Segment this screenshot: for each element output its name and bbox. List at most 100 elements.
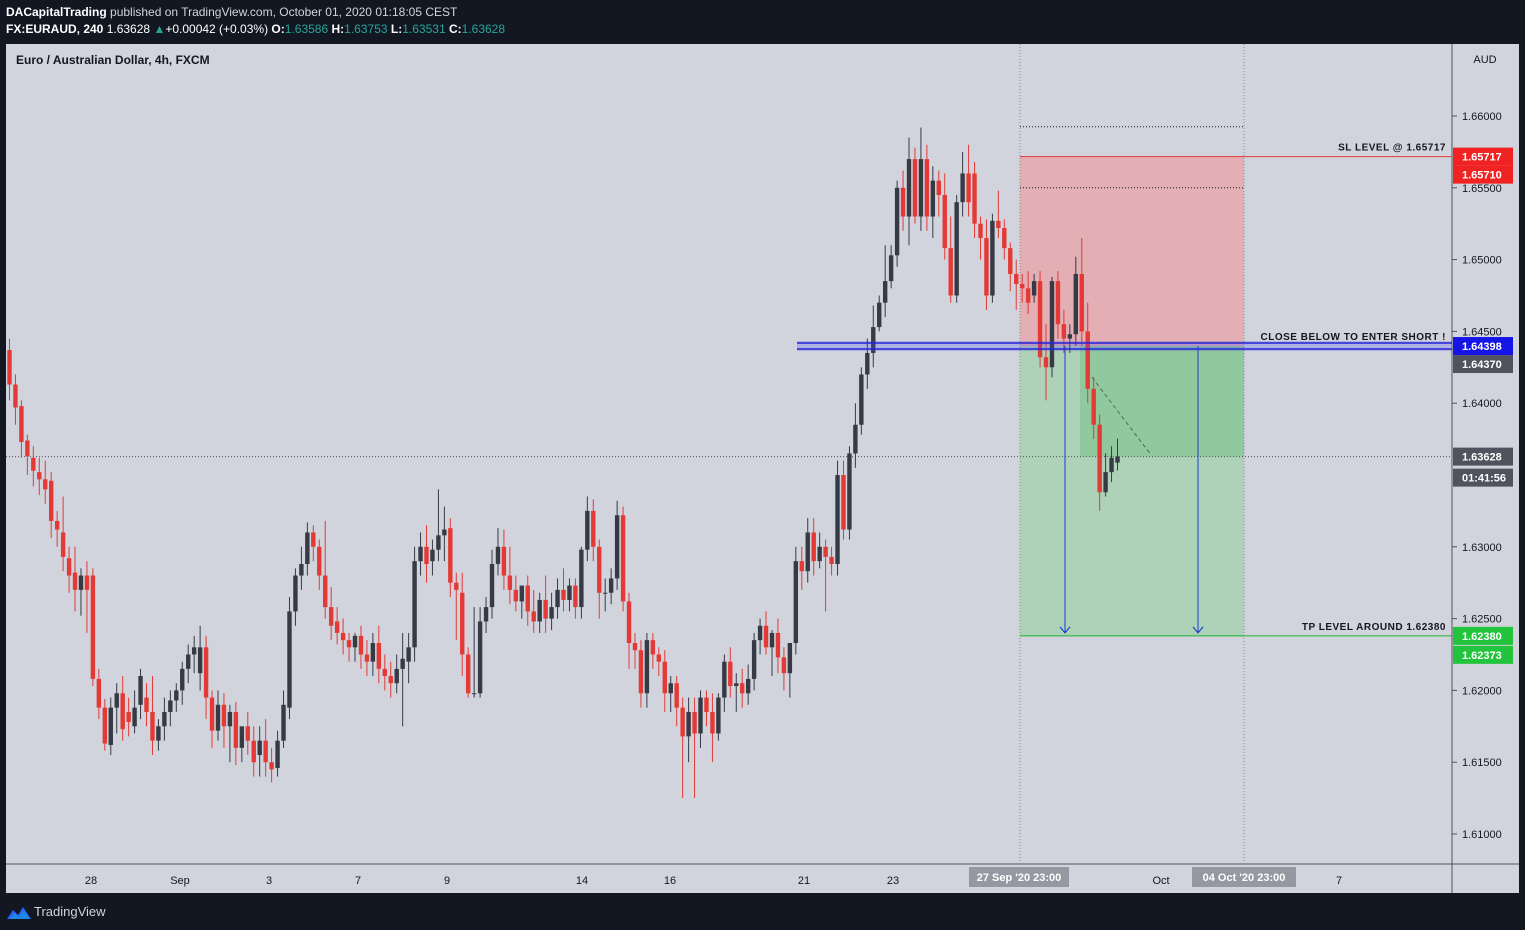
candle — [894, 180, 900, 267]
take-profit-zone[interactable] — [1020, 346, 1244, 636]
price-change: +0.00042 (+0.03%) — [165, 22, 269, 36]
candle-body — [626, 601, 632, 644]
author-name[interactable]: DACapitalTrading — [6, 5, 107, 19]
candle-body — [334, 621, 340, 633]
candle — [799, 546, 804, 590]
candle-body — [990, 220, 995, 296]
candle-body — [269, 762, 274, 770]
candle — [793, 546, 799, 655]
candle — [757, 618, 763, 655]
candle-body — [811, 532, 816, 562]
candle — [537, 592, 542, 633]
candle — [978, 216, 983, 260]
candle — [114, 683, 119, 734]
candle — [948, 216, 953, 303]
candle-body — [78, 575, 84, 590]
candle-body — [215, 704, 221, 731]
tradingview-logo-icon[interactable] — [6, 904, 32, 920]
candle-body — [722, 661, 727, 698]
candle — [900, 170, 906, 231]
candle-body — [299, 564, 304, 576]
candle — [608, 568, 614, 605]
candle — [924, 144, 930, 231]
candle-body — [555, 589, 560, 608]
x-tick-label: 14 — [576, 875, 588, 887]
candle — [686, 697, 691, 763]
candle-body — [829, 556, 834, 565]
candle — [168, 690, 173, 727]
candle — [90, 568, 96, 687]
candle-body — [787, 643, 793, 674]
candle-body — [1037, 281, 1043, 358]
candle — [78, 568, 84, 616]
candle — [31, 446, 36, 487]
tradingview-brand[interactable]: TradingView — [34, 904, 106, 919]
chart-title: Euro / Australian Dollar, 4h, FXCM — [16, 53, 210, 67]
candle — [227, 704, 233, 763]
candle-body — [1055, 281, 1061, 325]
candle-body — [936, 180, 941, 195]
candle-body — [1091, 388, 1096, 425]
candle-body — [799, 561, 804, 572]
candle-body — [471, 693, 477, 695]
candle-body — [865, 352, 870, 375]
y-tick-label: 1.65500 — [1462, 183, 1502, 195]
candle — [1115, 438, 1120, 471]
candle — [388, 661, 393, 698]
candle-body — [948, 248, 953, 296]
candle-body — [412, 561, 417, 648]
candle-body — [239, 726, 245, 748]
low-value: 1.63531 — [402, 22, 446, 36]
candle — [871, 305, 876, 368]
entry-price-tag-box — [1453, 337, 1513, 356]
candle-body — [257, 740, 262, 756]
candle — [364, 640, 370, 677]
currency-label: AUD — [1473, 54, 1496, 66]
candle-body — [221, 704, 227, 727]
symbol-label[interactable]: FX:EURAUD, 240 — [6, 22, 104, 36]
candle-body — [1073, 273, 1079, 335]
close-label: C: — [448, 22, 462, 36]
entry-price-tag-2-box — [1453, 355, 1513, 374]
x-highlight-label: 27 Sep '20 23:00 — [977, 872, 1062, 884]
price-axis[interactable] — [1452, 44, 1519, 893]
candle — [567, 578, 572, 612]
candle-body — [233, 711, 239, 748]
candle — [823, 539, 828, 612]
candle — [561, 568, 566, 612]
candle — [787, 643, 793, 698]
candle-body — [984, 238, 989, 296]
candle — [221, 693, 227, 748]
candle-body — [561, 589, 566, 600]
candle — [626, 592, 632, 669]
candle — [775, 618, 781, 674]
candle — [340, 618, 346, 655]
candle — [251, 726, 256, 777]
candle — [430, 539, 435, 576]
candle — [174, 683, 179, 712]
candle-body — [364, 654, 370, 662]
candle — [888, 245, 894, 289]
candle-body — [757, 625, 763, 641]
x-tick-label: 23 — [887, 875, 899, 887]
candle-body — [442, 529, 447, 536]
candle-body — [859, 374, 864, 425]
candle-body — [1061, 324, 1067, 339]
candle — [13, 374, 18, 425]
candle — [233, 701, 239, 766]
entry-price-tag-2: 1.64370 — [1462, 359, 1502, 371]
candle — [912, 147, 918, 224]
candle-body — [966, 173, 971, 203]
candle-body — [263, 740, 268, 763]
candle-body — [734, 683, 739, 687]
entry-band[interactable] — [797, 341, 1452, 352]
candle — [882, 245, 888, 318]
candle-body — [847, 453, 852, 530]
candle — [1061, 309, 1067, 353]
candle — [120, 676, 125, 741]
candle — [662, 650, 667, 712]
high-label: H: — [331, 22, 345, 36]
candle — [203, 635, 209, 720]
candle-body — [460, 592, 465, 655]
